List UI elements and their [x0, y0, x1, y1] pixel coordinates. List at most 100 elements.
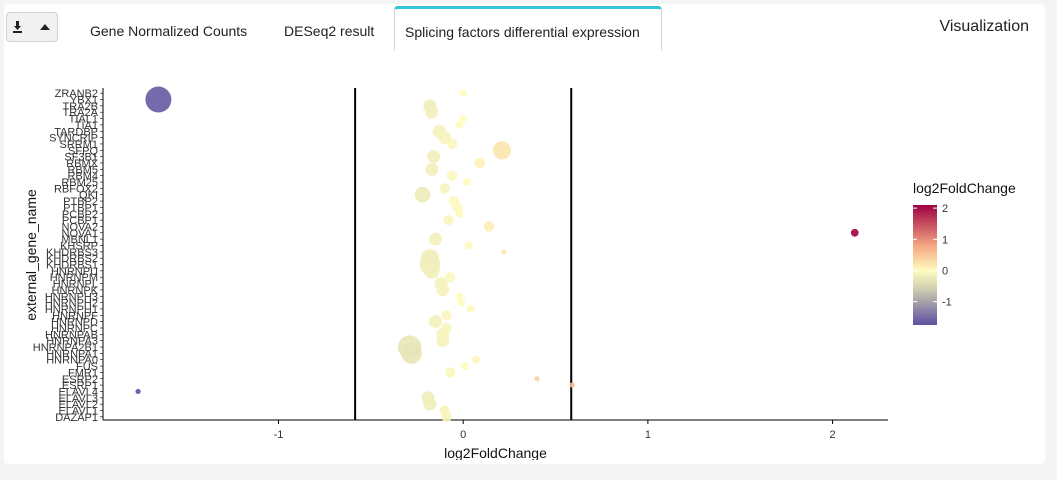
y-tick-label: SFPQ [68, 145, 98, 157]
data-point [445, 272, 456, 283]
y-tick-label: PTBP2 [63, 196, 98, 208]
y-tick-label: KHDRBS2 [46, 253, 98, 265]
y-tick-label: HNRNPA0 [46, 355, 98, 367]
y-tick-label: RBM4 [67, 171, 98, 183]
y-tick-label: ESRP1 [62, 380, 98, 392]
data-point [423, 263, 440, 279]
y-tick-label: HNRNPH3 [45, 291, 98, 303]
y-tick-label: TRA2B [63, 101, 98, 113]
legend-tick-label: -1 [942, 297, 952, 309]
y-tick-label: RBMX [66, 158, 98, 170]
data-point [455, 209, 464, 218]
y-tick-label: RBFOX2 [54, 183, 98, 195]
data-point [414, 186, 431, 203]
data-point [455, 292, 464, 301]
y-tick-label: SYNCRIP [49, 133, 98, 145]
data-point [492, 141, 512, 160]
y-tick-label: FMR1 [68, 367, 98, 379]
y-tick-label: PTBP1 [63, 202, 98, 214]
chart-container: -1 0 1 2 ZRANB2 YBX1 TRA2B TRA2A TIAL1 TIA1 TARDBP… [8, 60, 1044, 461]
data-point [425, 162, 439, 176]
y-tick-label: HNRNPK [52, 285, 99, 297]
scatter-plot: -1 0 1 2 ZRANB2YBX1TRA2BTRA2ATIAL1TIA1TARDBP… [23, 86, 1016, 461]
data-point [428, 315, 442, 329]
y-tick-label: KHDRBS1 [46, 260, 98, 272]
tab-gene-normalized-counts[interactable]: Gene Normalized Counts [90, 23, 248, 39]
legend-tick-label: 2 [942, 203, 948, 215]
y-tick-label: FUS [76, 361, 98, 373]
y-tick-label: HNRNPA2B1 [33, 342, 98, 354]
legend-tick-label: 1 [942, 234, 948, 246]
legend-tick-label: 0 [942, 265, 948, 277]
y-tick-label: KHDRBS3 [46, 247, 98, 259]
y-tick-label: KHSRP [60, 240, 98, 252]
data-point [135, 388, 141, 395]
data-point [462, 178, 471, 186]
y-tick-label: ELAVL4 [58, 386, 98, 398]
data-point [464, 241, 473, 250]
y-tick-label: DAZAP1 [55, 412, 98, 424]
x-tick-label: 1 [645, 429, 651, 441]
x-tick-label: -1 [274, 429, 284, 441]
tab-deseq2-result[interactable]: DESeq2 result [284, 23, 375, 39]
legend-colorbar [913, 205, 937, 325]
legend: log2FoldChange 2 1 0 -1 [913, 180, 1016, 325]
x-tick-label: 2 [830, 429, 836, 441]
y-tick-label: SF3B1 [64, 152, 98, 164]
y-tick-label: HNRNPF [52, 310, 98, 322]
y-tick-label: TIAL1 [69, 114, 98, 126]
data-point [427, 150, 441, 164]
data-point [569, 382, 575, 388]
data-point [145, 86, 172, 113]
y-tick-label: HNRNPA1 [46, 348, 98, 360]
axes: -1 0 1 2 ZRANB2YBX1TRA2BTRA2ATIAL1TIA1TARDBP… [23, 88, 888, 461]
data-points [135, 86, 859, 423]
data-point [446, 138, 458, 150]
tab-splicing-factors[interactable]: Splicing factors differential expression [394, 6, 662, 51]
x-axis-title: log2FoldChange [444, 445, 547, 460]
legend-title: log2FoldChange [913, 180, 1016, 196]
data-point [459, 89, 468, 98]
y-tick-label: ELAVL3 [58, 393, 98, 405]
y-tick-label: RBM25 [61, 177, 98, 189]
y-tick-label: HNRNPU [51, 266, 98, 278]
data-point [483, 221, 495, 232]
y-tick-label: PCBP1 [62, 215, 98, 227]
download-button[interactable] [6, 12, 58, 42]
data-point [423, 397, 437, 411]
data-point [445, 367, 456, 378]
y-tick-label: YBX1 [70, 95, 98, 107]
data-point [459, 114, 468, 123]
data-point [443, 214, 454, 226]
y-tick-label: RBM5 [67, 164, 98, 176]
y-tick-label: HNRNPD [51, 317, 98, 329]
data-point [436, 334, 450, 348]
page-title: Visualization [939, 18, 1029, 35]
y-tick-label: QKI [79, 190, 98, 202]
data-point [466, 305, 475, 313]
y-tick-label: TIA1 [75, 120, 98, 132]
y-tick-label: ESRP2 [62, 374, 98, 386]
y-tick-label: PCBP2 [62, 209, 98, 221]
y-tick-label: ELAVL2 [58, 399, 98, 411]
y-tick-label: ZRANB2 [55, 88, 98, 100]
y-tick-label: ELAVL1 [58, 405, 98, 417]
data-point [401, 342, 422, 364]
y-tick-label: TARDBP [54, 126, 98, 138]
tab-bar: Gene Normalized Counts DESeq2 result Spl… [0, 0, 1057, 52]
data-point [455, 121, 464, 129]
data-point [474, 157, 485, 169]
data-point [446, 170, 458, 181]
y-tick-label: HNRNPAB [45, 329, 98, 341]
y-tick-label: TRA2A [63, 107, 99, 119]
data-point [501, 249, 507, 255]
data-point [441, 411, 452, 423]
data-point [461, 362, 469, 370]
data-point [428, 232, 442, 246]
data-point [457, 298, 466, 307]
y-tick-label: NOVA1 [62, 228, 98, 240]
y-tick-label: HNRNPM [50, 272, 98, 284]
data-point [439, 183, 450, 194]
x-tick-label: 0 [460, 429, 466, 441]
caret-up-icon [40, 24, 50, 30]
